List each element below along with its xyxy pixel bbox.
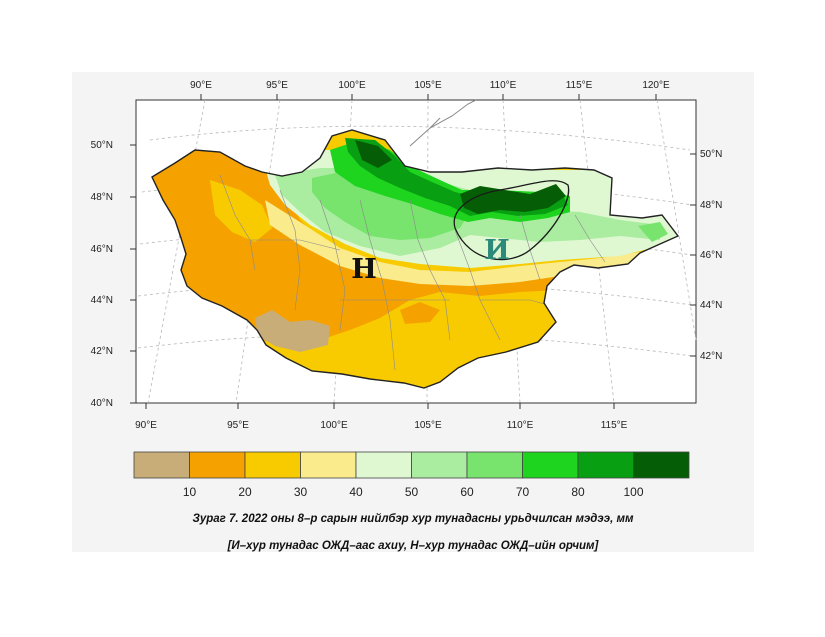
mongolia-outline [151,129,680,389]
figure-caption: Зураг 7. 2022 оны 8–р сарын нийлбэр хур … [192,513,634,525]
left-latitude-labels: 50°N 48°N 46°N 44°N 42°N 40°N [91,140,136,409]
legend-label: 80 [571,485,585,499]
zone-darkgreen-north [355,140,392,168]
above-normal-label: И [484,235,510,266]
right-lat-tick-label: 44°N [700,300,722,311]
near-normal-label: Н [351,254,377,285]
legend-swatch [466,451,523,479]
left-lat-tick-label: 42°N [91,346,113,357]
legend-label: 40 [349,485,363,499]
above-normal-region-outline [453,180,570,261]
left-lat-tick-label: 46°N [91,244,113,255]
legend-label: 50 [404,485,419,499]
legend-swatch [300,451,357,479]
baikal-border [409,99,477,147]
top-lon-tick-label: 100°E [338,80,366,91]
legend-color-bar [133,451,690,479]
province-borders [219,174,606,371]
zone-tan-southwest [255,310,330,352]
legend-swatch [411,451,468,479]
left-lat-tick-label: 48°N [91,192,113,203]
legend-label: 60 [460,485,474,499]
right-lat-tick-label: 48°N [700,200,722,211]
left-lat-tick-label: 44°N [91,295,113,306]
top-lon-tick-label: 110°E [490,80,517,91]
top-longitude-labels: 90°E 95°E 100°E 105°E 110°E 115°E 120°E [190,80,670,100]
right-lat-tick-label: 50°N [700,149,722,160]
top-lon-tick-label: 90°E [190,80,212,91]
legend-label: 100 [623,485,644,499]
bottom-longitude-labels: 90°E 95°E 100°E 105°E 110°E 115°E [135,403,628,431]
legend-swatch [355,451,412,479]
legend-label: 10 [182,485,197,499]
bottom-lon-tick-label: 115°E [601,420,628,431]
zone-lightyellow-band [265,200,660,286]
bottom-lon-tick-label: 90°E [135,420,157,431]
baikal-border-2 [429,117,441,129]
bottom-lon-tick-label: 105°E [414,420,442,431]
bottom-lon-tick-label: 95°E [227,420,249,431]
precipitation-field [152,130,678,388]
legend-label: 20 [238,485,252,499]
top-lon-tick-label: 105°E [414,80,442,91]
zone-gold-west [210,180,272,242]
bottom-lon-tick-label: 100°E [320,420,348,431]
top-lon-tick-label: 115°E [566,80,593,91]
figure-subcaption: [И–хур тунадас ОЖД–аас ахиу, Н–хур тунад… [227,540,599,552]
right-lat-tick-label: 42°N [700,351,722,362]
top-lon-tick-label: 120°E [642,80,670,91]
legend-swatch [522,451,579,479]
top-lon-tick-label: 95°E [266,80,288,91]
zone-orange-south [400,302,440,324]
zone-orange-west [152,130,560,345]
zone-midgreen-east [638,222,668,242]
left-lat-tick-label: 50°N [91,140,113,151]
legend-swatch [633,451,690,479]
right-lat-tick-label: 46°N [700,250,722,261]
zone-midgreen [312,170,470,240]
left-lat-tick-label: 40°N [91,398,113,409]
legend-swatch [189,451,246,479]
legend-label: 70 [515,485,530,499]
bottom-lon-tick-label: 110°E [507,420,534,431]
legend-swatch [133,451,190,479]
zone-darkgreen [460,184,566,214]
right-latitude-labels: 50°N 48°N 46°N 44°N 42°N [690,149,722,362]
legend-label: 30 [293,485,308,499]
legend-swatch [577,451,634,479]
legend-swatch [244,451,301,479]
